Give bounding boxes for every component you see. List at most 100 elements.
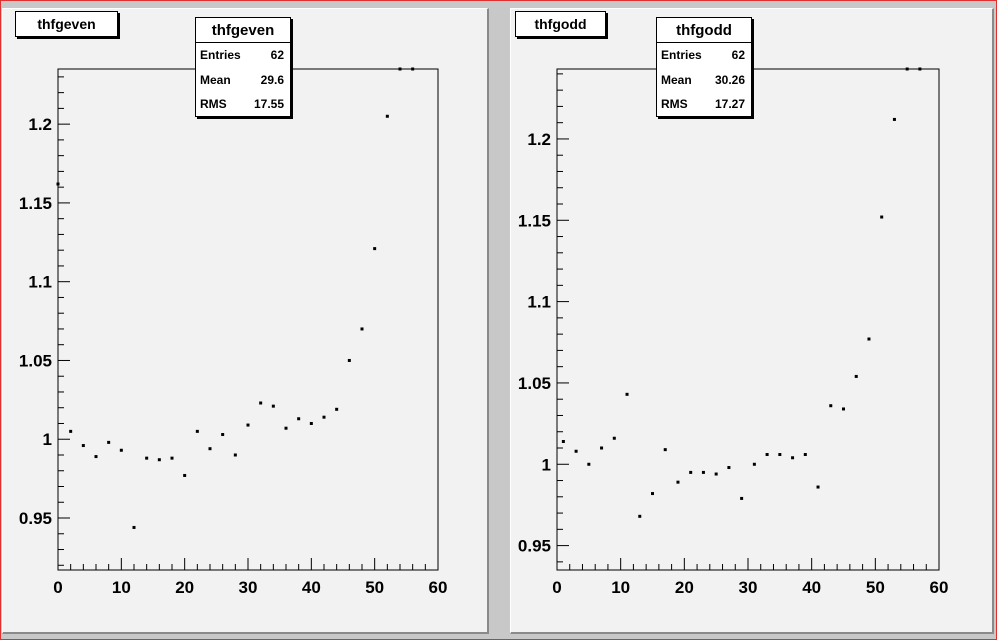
data-point — [651, 492, 654, 496]
data-point — [791, 456, 795, 460]
stats-row-rms: RMS 17.27 — [657, 92, 751, 117]
data-point — [842, 407, 845, 411]
data-point — [170, 456, 174, 460]
x-tick-label: 20 — [175, 578, 194, 597]
data-point — [411, 67, 415, 71]
right-pad: 0 10 20 30 40 50 60 0.95 1 1.05 1.1 1.15 1.2 thfgodd… — [510, 8, 994, 634]
x-tick-label: 40 — [802, 578, 821, 597]
data-point — [829, 404, 833, 408]
data-point — [81, 444, 85, 448]
data-point — [905, 67, 909, 71]
thfgeven-plot: 0 10 20 30 40 50 60 0.95 1 1.05 1.1 1.15 1.2 — [19, 67, 447, 597]
stats-label: Entries — [661, 48, 702, 63]
data-point — [689, 470, 693, 474]
data-point — [816, 485, 820, 489]
data-point — [145, 456, 149, 460]
data-point — [587, 462, 591, 466]
data-point — [233, 453, 237, 457]
pad-title-box: thfgeven — [15, 11, 118, 37]
data-point — [259, 401, 263, 405]
data-point — [322, 415, 326, 419]
stats-row-entries: Entries 62 — [196, 43, 290, 68]
data-point — [612, 436, 616, 440]
plot-frame — [57, 68, 439, 571]
x-tick-label: 0 — [53, 578, 62, 597]
y-tick-label: 1.15 — [518, 211, 551, 230]
x-tick-label: 50 — [866, 578, 885, 597]
data-point — [701, 470, 705, 474]
data-point — [297, 417, 301, 421]
left-pad: 0 10 20 30 40 50 60 0.95 1 1.05 1.1 1.15 1.2 thfgeve… — [2, 8, 489, 634]
data-point — [663, 448, 667, 452]
stats-value: 29.6 — [260, 72, 284, 87]
data-point — [309, 421, 313, 425]
y-tick-label: 1.2 — [527, 130, 551, 149]
x-tick-label: 30 — [739, 578, 758, 597]
data-point — [398, 67, 402, 71]
data-point — [69, 429, 73, 433]
stats-value: 30.26 — [714, 72, 745, 87]
data-point — [284, 426, 288, 430]
x-tick-label: 10 — [611, 578, 630, 597]
stats-label: RMS — [200, 97, 227, 112]
data-point — [195, 429, 199, 433]
data-point — [385, 114, 389, 118]
y-tick-label: 1.15 — [19, 194, 52, 213]
y-tick-label: 1 — [43, 430, 52, 449]
stats-value: 17.55 — [253, 97, 284, 112]
data-point — [727, 466, 731, 470]
data-point — [347, 358, 351, 362]
data-point — [765, 453, 769, 457]
data-point — [740, 496, 744, 500]
data-point — [574, 449, 578, 453]
y-tick-label: 1 — [542, 455, 551, 474]
x-tick-label: 60 — [930, 578, 949, 597]
data-point — [107, 440, 111, 444]
pad-title-box: thfgodd — [515, 11, 606, 37]
stats-label: Mean — [661, 72, 692, 87]
x-tick-label: 10 — [112, 578, 131, 597]
y-tick-label: 1.1 — [28, 273, 52, 292]
stats-label: RMS — [661, 97, 688, 112]
data-point — [880, 215, 884, 219]
stats-row-rms: RMS 17.55 — [196, 92, 290, 117]
stats-box: thfgeven Entries 62 Mean 29.6 RMS 17.55 — [195, 17, 291, 117]
data-point — [714, 472, 718, 476]
y-tick-label: 1.05 — [518, 374, 551, 393]
y-tick-label: 0.95 — [19, 509, 52, 528]
data-point — [778, 453, 782, 457]
data-point — [271, 404, 275, 408]
x-tick-label: 50 — [365, 578, 384, 597]
data-point — [892, 117, 896, 121]
data-point — [854, 374, 858, 378]
y-tick-label: 1.1 — [527, 293, 551, 312]
data-point — [246, 423, 250, 427]
data-point — [119, 448, 123, 452]
data-point — [600, 446, 604, 450]
data-point — [360, 327, 364, 331]
thfgodd-plot: 0 10 20 30 40 50 60 0.95 1 1.05 1.1 1.15 1.2 — [518, 67, 949, 597]
data-point — [561, 439, 565, 443]
stats-label: Entries — [200, 48, 241, 63]
data-point — [132, 525, 136, 529]
x-tick-label: 0 — [552, 578, 561, 597]
stats-label: Mean — [200, 72, 231, 87]
y-tick-label: 1.05 — [19, 351, 52, 370]
data-point — [752, 462, 756, 466]
stats-value: 62 — [731, 48, 745, 63]
data-point — [638, 514, 642, 518]
data-point — [335, 407, 339, 411]
pad-title: thfgeven — [37, 16, 96, 32]
data-point — [208, 447, 212, 451]
data-point — [157, 458, 161, 462]
x-tick-label: 30 — [239, 578, 258, 597]
plot-frame — [556, 68, 940, 571]
data-point — [676, 480, 680, 484]
stats-title: thfgodd — [657, 18, 751, 43]
y-tick-label: 0.95 — [518, 537, 551, 556]
data-point — [56, 182, 60, 186]
x-tick-label: 40 — [302, 578, 321, 597]
stats-value: 17.27 — [714, 97, 745, 112]
y-tick-label: 1.2 — [28, 115, 52, 134]
